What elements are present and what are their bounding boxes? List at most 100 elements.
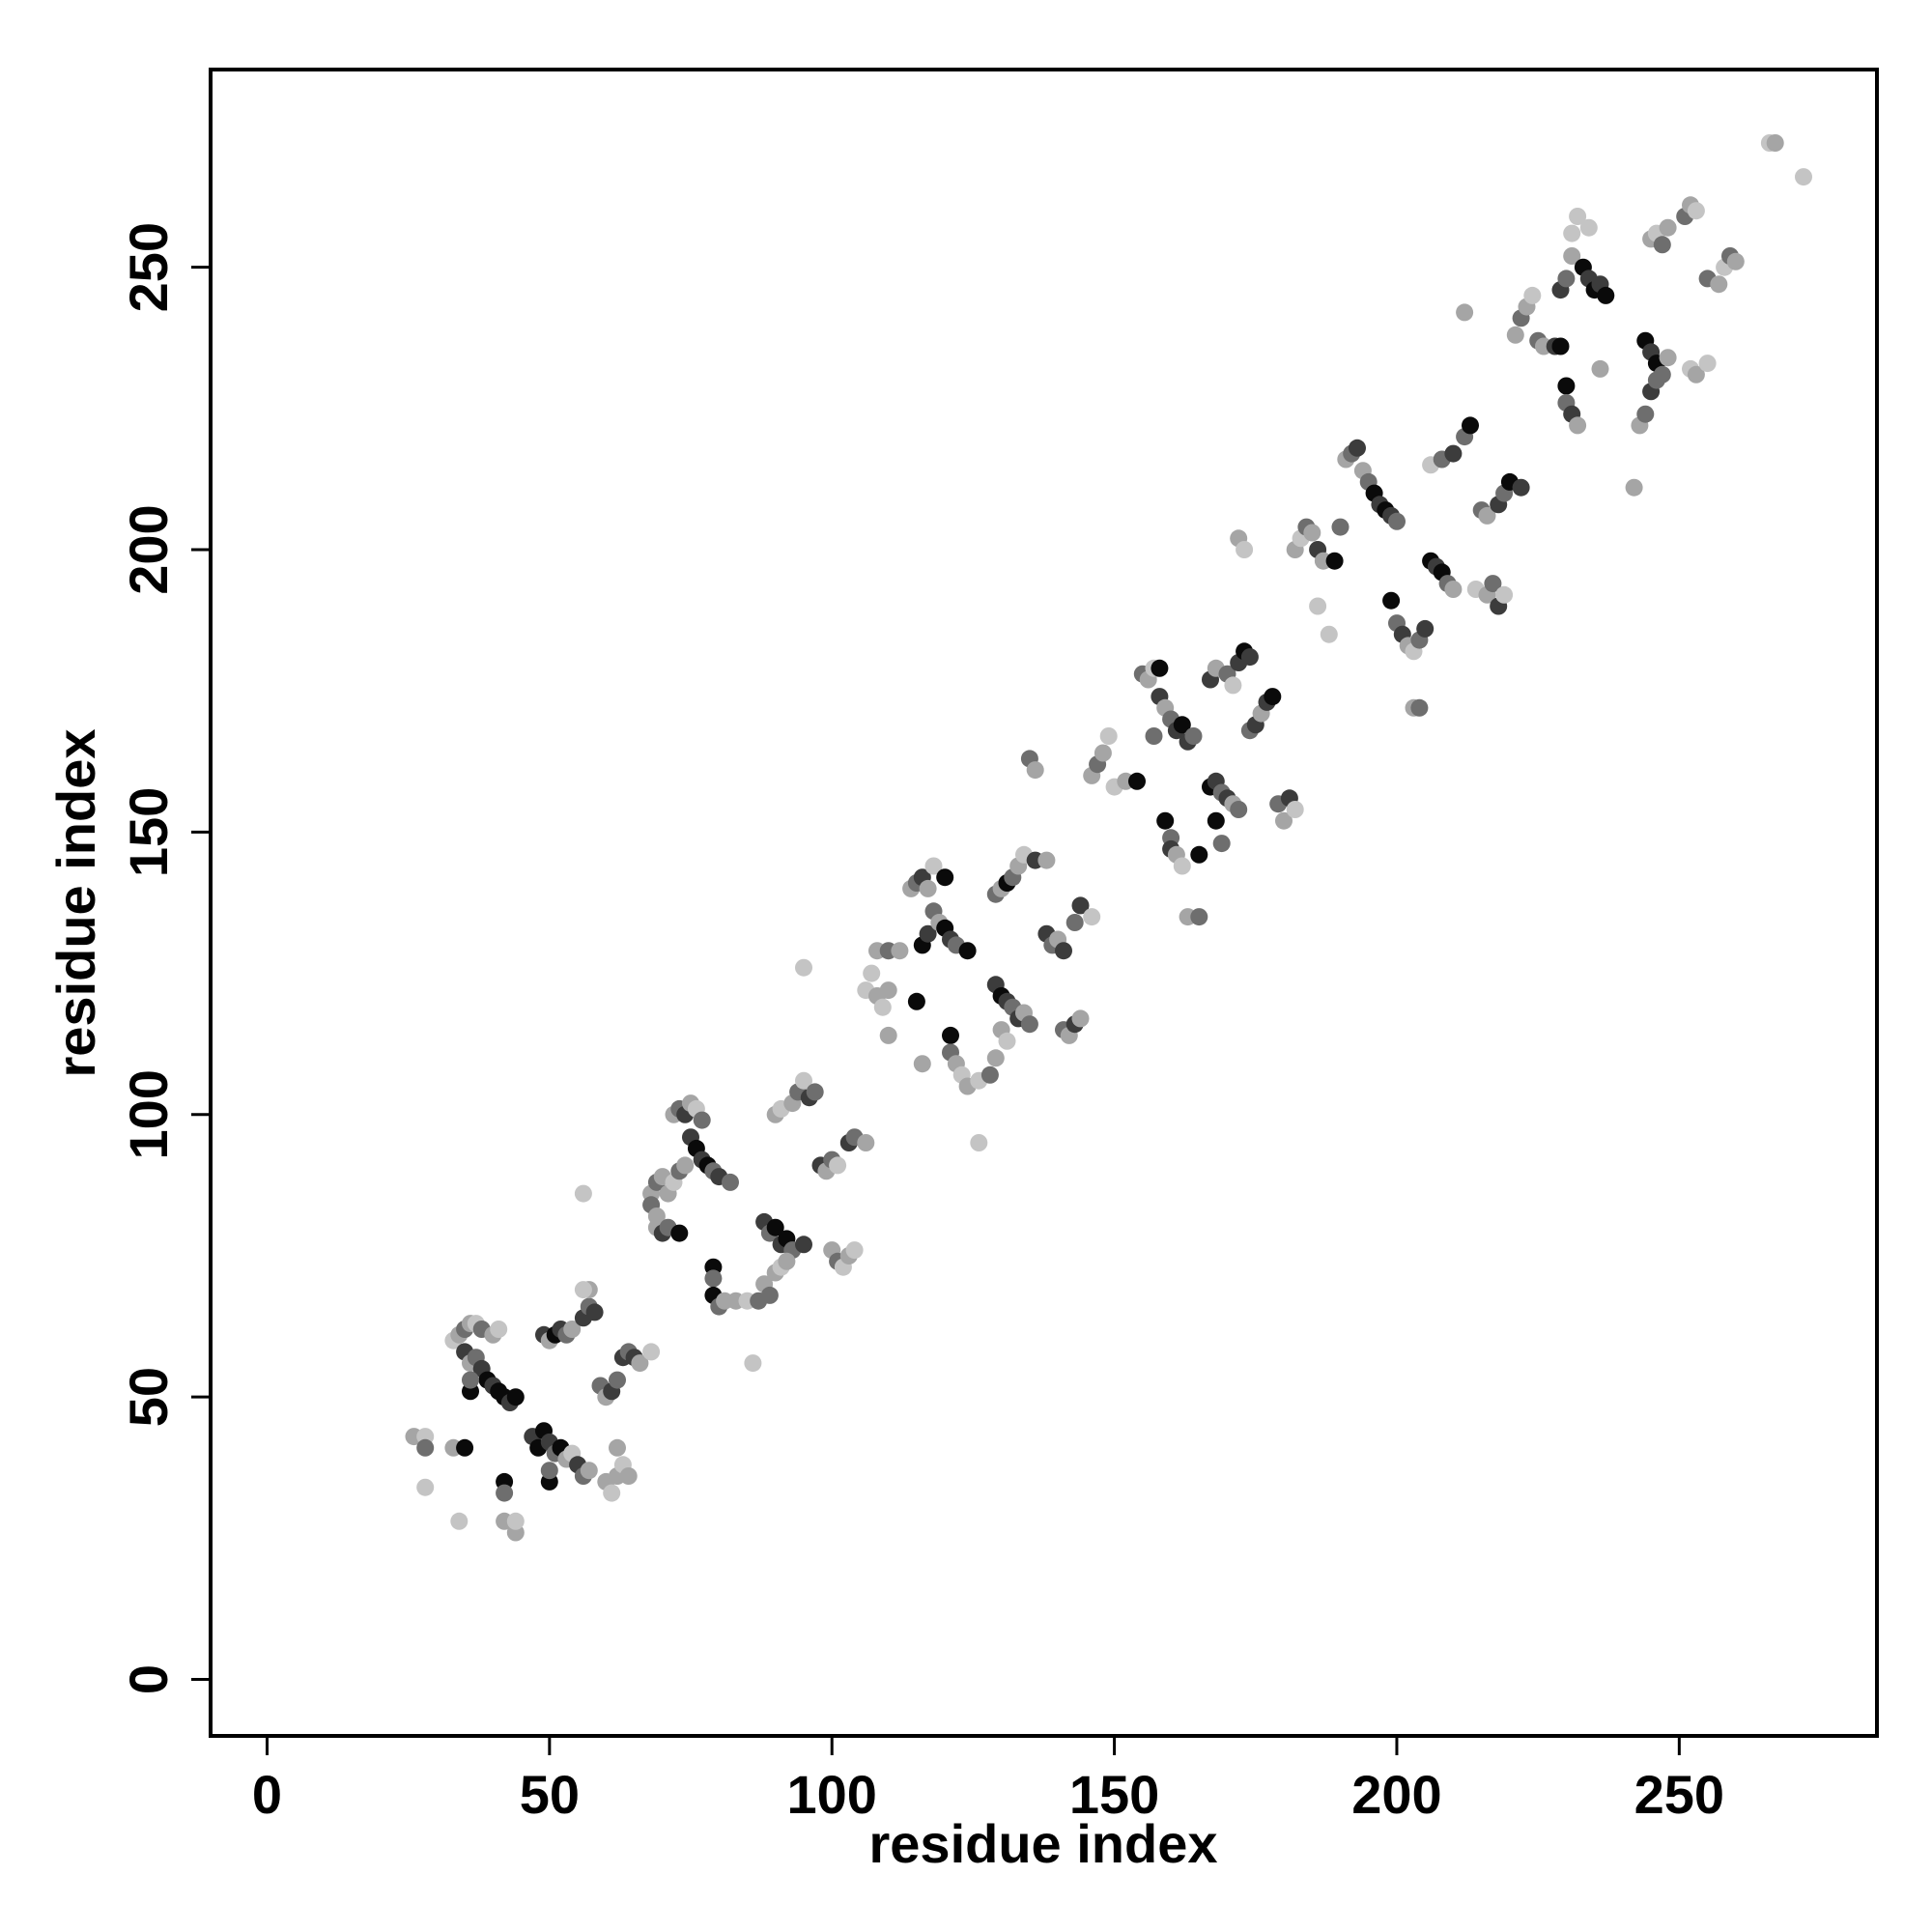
x-axis-title: residue index	[868, 1813, 1217, 1874]
data-point	[1236, 541, 1254, 558]
y-tick-label: 100	[118, 1069, 179, 1159]
data-point	[1710, 275, 1728, 294]
data-point	[936, 868, 954, 887]
data-point	[986, 1049, 1005, 1067]
x-tick-label: 200	[1351, 1764, 1441, 1825]
data-point	[1726, 252, 1745, 270]
data-point	[1037, 851, 1056, 869]
data-point	[1653, 236, 1671, 254]
data-point	[1275, 811, 1293, 830]
data-point	[942, 1026, 959, 1044]
data-point	[1173, 857, 1191, 875]
data-point	[1795, 168, 1812, 186]
data-point	[1557, 270, 1576, 288]
x-tick-label: 150	[1069, 1764, 1159, 1825]
y-axis-title: residue index	[45, 728, 106, 1077]
data-point	[1557, 377, 1576, 395]
data-point	[1478, 506, 1496, 525]
data-point	[857, 1134, 875, 1151]
data-point	[1331, 518, 1350, 536]
data-point	[1687, 365, 1705, 384]
data-point	[1207, 811, 1225, 830]
data-point	[1071, 896, 1090, 915]
data-point	[1563, 224, 1581, 242]
data-point	[845, 1241, 864, 1260]
data-point	[506, 1512, 525, 1530]
data-point	[1506, 326, 1524, 344]
data-point	[609, 1438, 626, 1457]
y-tick-label: 250	[118, 222, 179, 312]
data-point	[574, 1281, 592, 1299]
data-point	[1766, 134, 1784, 152]
data-point	[1388, 512, 1406, 530]
data-point	[456, 1438, 474, 1457]
data-point	[1083, 908, 1101, 926]
data-point	[879, 1026, 897, 1044]
data-point	[1659, 218, 1677, 237]
data-point	[704, 1269, 723, 1288]
data-point	[490, 1321, 508, 1338]
data-point	[1094, 744, 1112, 762]
data-point	[958, 942, 977, 960]
x-tick-label: 250	[1634, 1764, 1724, 1825]
data-point	[1462, 416, 1479, 435]
data-point	[863, 964, 881, 982]
data-point	[1320, 625, 1338, 643]
data-point	[1698, 355, 1717, 373]
data-point	[1099, 727, 1118, 745]
data-point	[829, 1156, 847, 1175]
data-point	[1212, 835, 1231, 853]
data-point	[1579, 218, 1598, 237]
data-point	[1416, 619, 1435, 638]
data-point	[1020, 1015, 1038, 1034]
data-point	[1065, 914, 1084, 931]
data-point	[496, 1484, 514, 1502]
data-point	[891, 942, 909, 960]
data-point	[722, 1173, 739, 1191]
data-point	[970, 1134, 988, 1151]
data-point	[919, 879, 937, 897]
data-point	[795, 1236, 812, 1254]
data-point	[585, 1303, 604, 1321]
data-point	[1173, 716, 1191, 734]
data-point	[1523, 286, 1542, 304]
data-point	[1687, 202, 1705, 220]
data-point	[980, 1065, 999, 1084]
data-point	[563, 1321, 582, 1338]
data-point	[873, 998, 892, 1016]
data-point	[693, 1111, 711, 1129]
x-tick-label: 50	[520, 1764, 580, 1825]
data-point	[1224, 676, 1242, 695]
y-tick-label: 200	[118, 504, 179, 594]
data-point	[1569, 208, 1587, 225]
data-point	[1026, 761, 1044, 780]
data-point	[998, 1032, 1016, 1050]
y-tick-label: 50	[118, 1367, 179, 1427]
data-point	[1484, 575, 1502, 593]
data-point	[1145, 727, 1163, 745]
data-point	[1382, 591, 1401, 610]
data-point	[540, 1462, 558, 1480]
data-point	[1190, 845, 1208, 864]
data-point	[1636, 405, 1655, 423]
data-point	[580, 1462, 598, 1480]
data-point	[506, 1388, 525, 1406]
data-point	[924, 857, 943, 875]
data-point	[919, 924, 937, 943]
y-tick-label: 150	[118, 787, 179, 877]
data-point	[1512, 478, 1530, 497]
data-point	[907, 992, 925, 1010]
points-layer	[405, 134, 1812, 1542]
data-point	[1349, 439, 1366, 457]
data-point	[760, 1286, 779, 1304]
data-point	[603, 1484, 621, 1502]
data-point	[778, 1252, 796, 1270]
data-point	[1591, 359, 1609, 378]
data-point	[1055, 942, 1072, 960]
data-point	[1563, 247, 1581, 265]
data-point	[1659, 349, 1677, 367]
data-point	[1071, 1009, 1090, 1028]
data-point	[1190, 908, 1208, 926]
data-point	[1444, 444, 1463, 463]
